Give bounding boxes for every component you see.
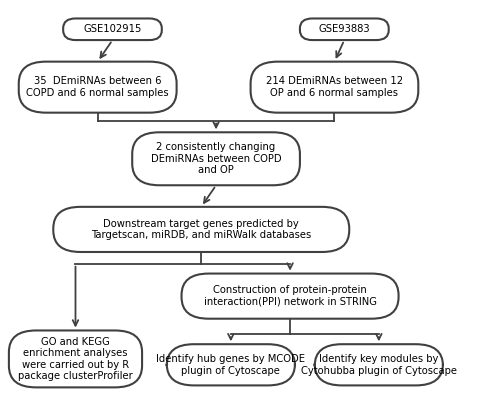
FancyBboxPatch shape [314,344,443,385]
Text: GSE93883: GSE93883 [318,24,370,34]
FancyBboxPatch shape [63,18,162,40]
FancyBboxPatch shape [250,62,418,113]
Text: 35  DEmiRNAs between 6
COPD and 6 normal samples: 35 DEmiRNAs between 6 COPD and 6 normal … [26,76,169,98]
Text: GSE102915: GSE102915 [84,24,141,34]
FancyBboxPatch shape [166,344,295,385]
FancyBboxPatch shape [19,62,176,113]
Text: Downstream target genes predicted by
Targetscan, miRDB, and miRWalk databases: Downstream target genes predicted by Tar… [91,219,312,240]
FancyBboxPatch shape [300,18,388,40]
FancyBboxPatch shape [132,132,300,185]
FancyBboxPatch shape [182,273,398,319]
Text: 2 consistently changing
DEmiRNAs between COPD
and OP: 2 consistently changing DEmiRNAs between… [151,142,282,176]
Text: 214 DEmiRNAs between 12
OP and 6 normal samples: 214 DEmiRNAs between 12 OP and 6 normal … [266,76,403,98]
Text: GO and KEGG
enrichment analyses
were carried out by R
package clusterProfiler: GO and KEGG enrichment analyses were car… [18,337,133,381]
Text: Construction of protein-protein
interaction(PPI) network in STRING: Construction of protein-protein interact… [204,285,376,307]
Text: Identify hub genes by MCODE
plugin of Cytoscape: Identify hub genes by MCODE plugin of Cy… [156,354,306,376]
FancyBboxPatch shape [9,330,142,387]
FancyBboxPatch shape [54,207,349,252]
Text: Identify key modules by
Cytohubba plugin of Cytoscape: Identify key modules by Cytohubba plugin… [301,354,457,376]
